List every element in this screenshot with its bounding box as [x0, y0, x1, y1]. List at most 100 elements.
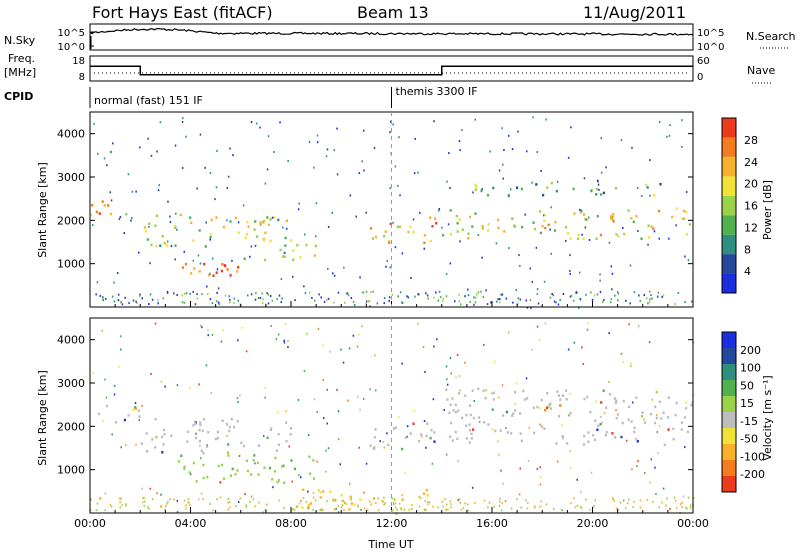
- scatter-cell: [352, 334, 355, 337]
- ground-cell: [383, 297, 386, 299]
- scatter-cell: [135, 190, 137, 193]
- ground-cell: [639, 506, 642, 509]
- ground-cell: [579, 505, 582, 508]
- echo-cell: [633, 430, 636, 434]
- ground-cell: [673, 496, 676, 499]
- ground-cell: [100, 497, 102, 500]
- ground-cell: [570, 502, 572, 505]
- echo-cell: [614, 401, 617, 404]
- scatter-cell: [166, 240, 169, 243]
- scatter-cell: [471, 486, 474, 489]
- scatter-cell: [369, 388, 371, 391]
- ground-cell: [580, 507, 583, 510]
- scatter-cell: [383, 446, 386, 449]
- ground-cell: [370, 291, 372, 294]
- echo-cell: [604, 434, 607, 437]
- scatter-cell: [322, 344, 324, 347]
- echo-cell: [549, 402, 552, 406]
- scatter-cell: [120, 348, 122, 351]
- echo-cell: [519, 432, 522, 435]
- scatter-cell: [578, 271, 581, 274]
- scatter-cell: [481, 188, 483, 191]
- scatter-cell: [242, 204, 245, 207]
- scatter-cell: [582, 362, 584, 365]
- echo-cell: [431, 225, 434, 228]
- echo-cell: [432, 505, 435, 508]
- ground-cell: [372, 290, 374, 293]
- y-tick-label: 3000: [57, 171, 85, 184]
- ground-cell: [681, 506, 683, 508]
- echo-cell: [688, 223, 691, 226]
- ground-cell: [459, 501, 461, 504]
- ground-cell: [119, 497, 121, 500]
- colorbar-swatch: [722, 137, 736, 157]
- scatter-cell: [569, 392, 571, 395]
- echo-cell: [173, 224, 177, 228]
- cpid-segment-label: themis 3300 IF: [396, 85, 478, 98]
- echo-cell: [247, 225, 250, 228]
- echo-cell: [539, 231, 542, 235]
- scatter-cell: [556, 180, 559, 183]
- ground-cell: [579, 298, 582, 301]
- scatter-cell: [214, 198, 216, 201]
- ground-cell: [264, 508, 267, 511]
- scatter-cell: [198, 383, 200, 386]
- scatter-cell: [112, 142, 114, 145]
- scatter-cell: [131, 217, 133, 219]
- scatter-cell: [539, 483, 542, 486]
- echo-cell: [320, 508, 323, 511]
- scatter-cell: [231, 259, 233, 262]
- echo-cell: [103, 204, 106, 207]
- ground-cell: [633, 291, 636, 294]
- scatter-cell: [498, 169, 501, 172]
- echo-cell: [520, 187, 523, 191]
- noise-right-tick: 10^0: [697, 42, 724, 53]
- ground-cell: [487, 506, 489, 509]
- echo-cell: [256, 235, 259, 238]
- echo-cell: [183, 465, 186, 468]
- echo-cell: [510, 432, 513, 435]
- ground-cell: [510, 507, 513, 510]
- colorbar-swatch: [722, 176, 736, 196]
- scatter-cell: [222, 329, 224, 332]
- echo-cell: [647, 236, 651, 239]
- echo-cell: [449, 435, 452, 438]
- ground-cell: [377, 508, 380, 511]
- ground-cell: [399, 291, 402, 294]
- echo-cell: [154, 418, 157, 421]
- echo-cell: [262, 220, 265, 223]
- scatter-cell: [656, 431, 658, 433]
- echo-cell: [671, 215, 674, 219]
- scatter-cell: [189, 386, 191, 389]
- scatter-cell: [226, 187, 228, 190]
- echo-cell: [442, 234, 445, 237]
- echo-cell: [299, 256, 302, 259]
- scatter-cell: [608, 241, 611, 244]
- ground-cell: [128, 302, 130, 305]
- scatter-cell: [684, 255, 686, 258]
- echo-cell: [543, 427, 546, 430]
- scatter-cell: [209, 172, 212, 175]
- scatter-cell: [365, 300, 368, 303]
- echo-cell: [456, 230, 459, 233]
- scatter-cell: [287, 339, 289, 342]
- scatter-cell: [157, 189, 160, 192]
- scatter-cell: [687, 259, 690, 262]
- colorbar-swatch: [722, 195, 736, 216]
- scatter-cell: [684, 446, 686, 449]
- ground-cell: [486, 303, 489, 306]
- scatter-cell: [316, 134, 319, 137]
- echo-cell: [109, 212, 113, 216]
- echo-cell: [474, 188, 477, 191]
- ground-cell: [117, 293, 120, 296]
- scatter-cell: [389, 187, 391, 190]
- ground-cell: [313, 496, 315, 499]
- scatter-cell: [348, 482, 351, 485]
- echo-cell: [396, 225, 400, 229]
- scatter-cell: [412, 218, 415, 221]
- echo-cell: [467, 232, 470, 235]
- echo-cell: [435, 222, 438, 225]
- scatter-cell: [272, 486, 274, 489]
- ground-cell: [164, 508, 166, 511]
- echo-cell: [635, 396, 638, 399]
